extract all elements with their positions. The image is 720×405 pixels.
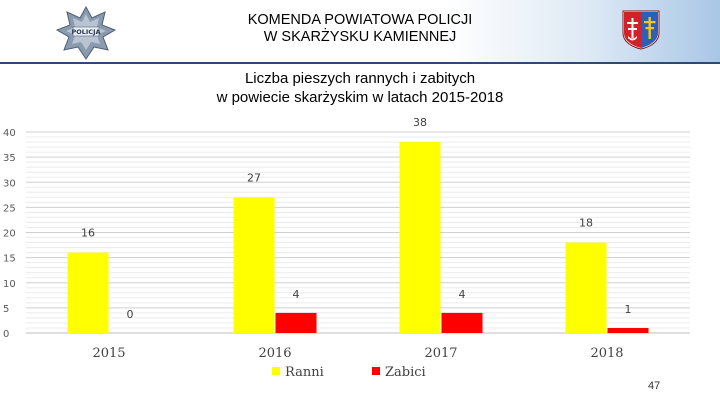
page-number: 47 [648, 380, 661, 392]
data-label: 1 [625, 303, 632, 316]
y-tick-label: 35 [3, 153, 16, 164]
coat-of-arms-icon [621, 9, 661, 50]
header-title: KOMENDA POWIATOWA POLICJI W SKARŻYSKU KA… [150, 12, 570, 46]
x-tick-label: 2016 [258, 346, 291, 361]
legend-swatch-ranni [272, 367, 280, 375]
bar-zabici [607, 327, 649, 333]
data-label: 38 [413, 116, 427, 129]
legend-label-ranni: Ranni [285, 365, 324, 380]
x-tick-label: 2015 [92, 346, 125, 361]
y-tick-label: 5 [3, 304, 9, 315]
chart-title: Liczba pieszych rannych i zabitych w pow… [150, 69, 570, 107]
header-title-line1: KOMENDA POWIATOWA POLICJI [247, 12, 473, 28]
y-tick-label: 0 [3, 329, 9, 340]
x-tick-label: 2017 [424, 346, 457, 361]
header-title-line2: W SKARŻYSKU KAMIENNEJ [263, 29, 457, 45]
chart-title-line1: Liczba pieszych rannych i zabitych [244, 70, 476, 87]
data-label: 0 [127, 308, 134, 321]
slide-header: POLICJA KOMENDA POWIATOWA POLICJI W SKAR… [0, 0, 720, 64]
y-tick-label: 40 [3, 128, 16, 139]
bar-ranni [565, 242, 607, 333]
y-tick-label: 25 [3, 203, 16, 214]
bar-ranni [233, 197, 275, 333]
y-tick-label: 15 [3, 254, 16, 265]
bar-ranni [67, 252, 109, 333]
bar-zabici [441, 312, 483, 333]
y-tick-label: 20 [3, 229, 16, 240]
police-badge-logo: POLICJA [55, 5, 117, 60]
legend-label-zabici: Zabici [385, 365, 426, 380]
svg-text:POLICJA: POLICJA [71, 28, 100, 36]
bar-ranni [399, 142, 441, 333]
bar-zabici [275, 312, 317, 333]
data-label: 16 [81, 227, 95, 240]
chart-title-line2: w powiecie skarżyskim w latach 2015-2018 [216, 89, 504, 106]
data-label: 4 [459, 288, 466, 301]
y-tick-label: 30 [3, 178, 16, 189]
data-label: 27 [247, 171, 261, 184]
y-tick-label: 10 [3, 279, 16, 290]
legend-swatch-zabici [372, 367, 380, 375]
data-label: 4 [293, 288, 300, 301]
data-label: 18 [579, 217, 593, 230]
x-tick-label: 2018 [590, 346, 623, 361]
